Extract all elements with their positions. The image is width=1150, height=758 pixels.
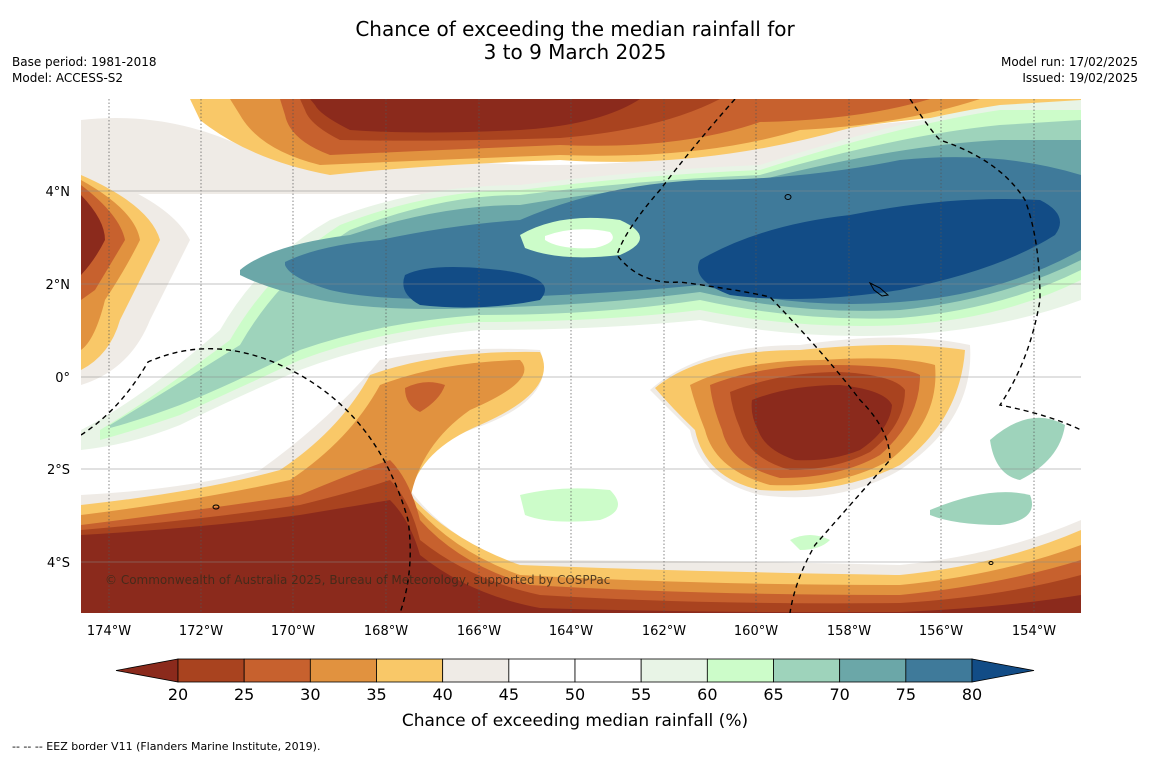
colorbar-segment: [177, 658, 245, 683]
latitude-label: 4°S: [47, 556, 70, 571]
island-3: [212, 504, 220, 510]
south-wet-patch-1: [520, 488, 618, 522]
colorbar-tick-label: 80: [962, 685, 982, 704]
latitude-label: 2°S: [47, 463, 70, 478]
eez-border-central: [616, 99, 891, 613]
colorbar-segment: [508, 658, 576, 683]
latitude-label: 4°N: [46, 185, 71, 200]
base-period-text: Base period: 1981-2018: [12, 55, 157, 69]
title-line-1: Chance of exceeding the median rainfall …: [355, 17, 795, 41]
south-wet-patch-2: [930, 492, 1032, 525]
colorbar-tick-label: 75: [896, 685, 916, 704]
colorbar-segment: [309, 658, 377, 683]
island-1: [784, 194, 792, 200]
colorbar-tick-label: 20: [168, 685, 188, 704]
map-title: Chance of exceeding the median rainfall …: [0, 18, 1150, 64]
longitude-label: 172°W: [179, 624, 223, 639]
longitude-labels: 174°W 172°W 170°W 168°W 166°W 164°W 162°W 160°W…: [87, 624, 1056, 639]
colorbar-segment: [574, 658, 642, 683]
longitude-label: 156°W: [919, 624, 963, 639]
eez-border-east: [909, 99, 1081, 431]
colorbar-tick-label: 60: [697, 685, 717, 704]
colorbar-segment: [243, 658, 311, 683]
colorbar-tick-label: 45: [499, 685, 519, 704]
colorbar-segment: [706, 658, 774, 683]
meta-right: Model run: 17/02/2025 Issued: 19/02/2025: [1001, 54, 1138, 86]
longitude-label: 170°W: [271, 624, 315, 639]
band-bottom-20: [81, 500, 1081, 613]
wet-core-west-80: [403, 266, 545, 308]
longitude-label: 174°W: [87, 624, 131, 639]
eez-borders: [81, 99, 1081, 613]
latitude-label: 0°: [55, 371, 70, 386]
issued-text: Issued: 19/02/2025: [1022, 71, 1138, 85]
colorbar-label: Chance of exceeding median rainfall (%): [402, 711, 748, 731]
left-blob-20: [81, 195, 105, 275]
longitude-label: 160°W: [734, 624, 778, 639]
model-text: Model: ACCESS-S2: [12, 71, 124, 85]
copyright-text: © Commonwealth of Australia 2025, Bureau…: [105, 573, 610, 587]
south-wet-patch-3: [990, 417, 1065, 480]
colorbar-tick-label: 50: [565, 685, 585, 704]
longitude-label: 154°W: [1012, 624, 1056, 639]
model-run-text: Model run: 17/02/2025: [1000, 55, 1138, 69]
colorbar-tick-label: 70: [829, 685, 849, 704]
colorbar-extend-low: [115, 658, 179, 683]
colorbar-tick-label: 65: [763, 685, 783, 704]
colorbar-segment: [376, 658, 444, 683]
latitude-label: 2°N: [46, 278, 71, 293]
meta-left: Base period: 1981-2018 Model: ACCESS-S2: [12, 54, 157, 86]
latitude-labels: 4°N 2°N 0° 2°S 4°S: [46, 185, 71, 571]
colorbar-segment: [773, 658, 841, 683]
colorbar-extend-high: [971, 658, 1035, 683]
wet-core-east-80: [698, 199, 1060, 299]
east-dry-20: [751, 385, 892, 461]
island-4: [988, 561, 994, 565]
colorbar-segment: [442, 658, 510, 683]
title-line-2: 3 to 9 March 2025: [483, 40, 667, 64]
colorbar-segment: [839, 658, 907, 683]
colorbar-tick-label: 55: [631, 685, 651, 704]
colorbar-tick-label: 30: [300, 685, 320, 704]
islands: [212, 194, 994, 565]
rainfall-probability-field: [81, 99, 1081, 613]
graticule-lines: [81, 99, 1081, 613]
colorbar-tick-label: 25: [234, 685, 254, 704]
longitude-label: 164°W: [549, 624, 593, 639]
longitude-label: 166°W: [457, 624, 501, 639]
longitude-label: 162°W: [642, 624, 686, 639]
colorbar-tick-label: 35: [366, 685, 386, 704]
eez-border-west: [81, 348, 411, 613]
map-plot-area: © Commonwealth of Australia 2025, Bureau…: [81, 99, 1081, 613]
longitude-label: 158°W: [827, 624, 871, 639]
colorbar-segment: [905, 658, 973, 683]
dry-spot-30: [405, 382, 445, 412]
colorbar-tick-label: 40: [432, 685, 452, 704]
longitude-label: 168°W: [364, 624, 408, 639]
band-top-20: [310, 99, 640, 133]
wet-hole-50: [545, 229, 613, 249]
island-2: [868, 281, 890, 297]
colorbar: [115, 658, 1035, 683]
colorbar-ticks: 20 25 30 35 40 45 50 55 60 65 70 75 80: [168, 685, 982, 704]
eez-footnote: -- -- -- EEZ border V11 (Flanders Marine…: [12, 740, 321, 753]
colorbar-segment: [640, 658, 708, 683]
